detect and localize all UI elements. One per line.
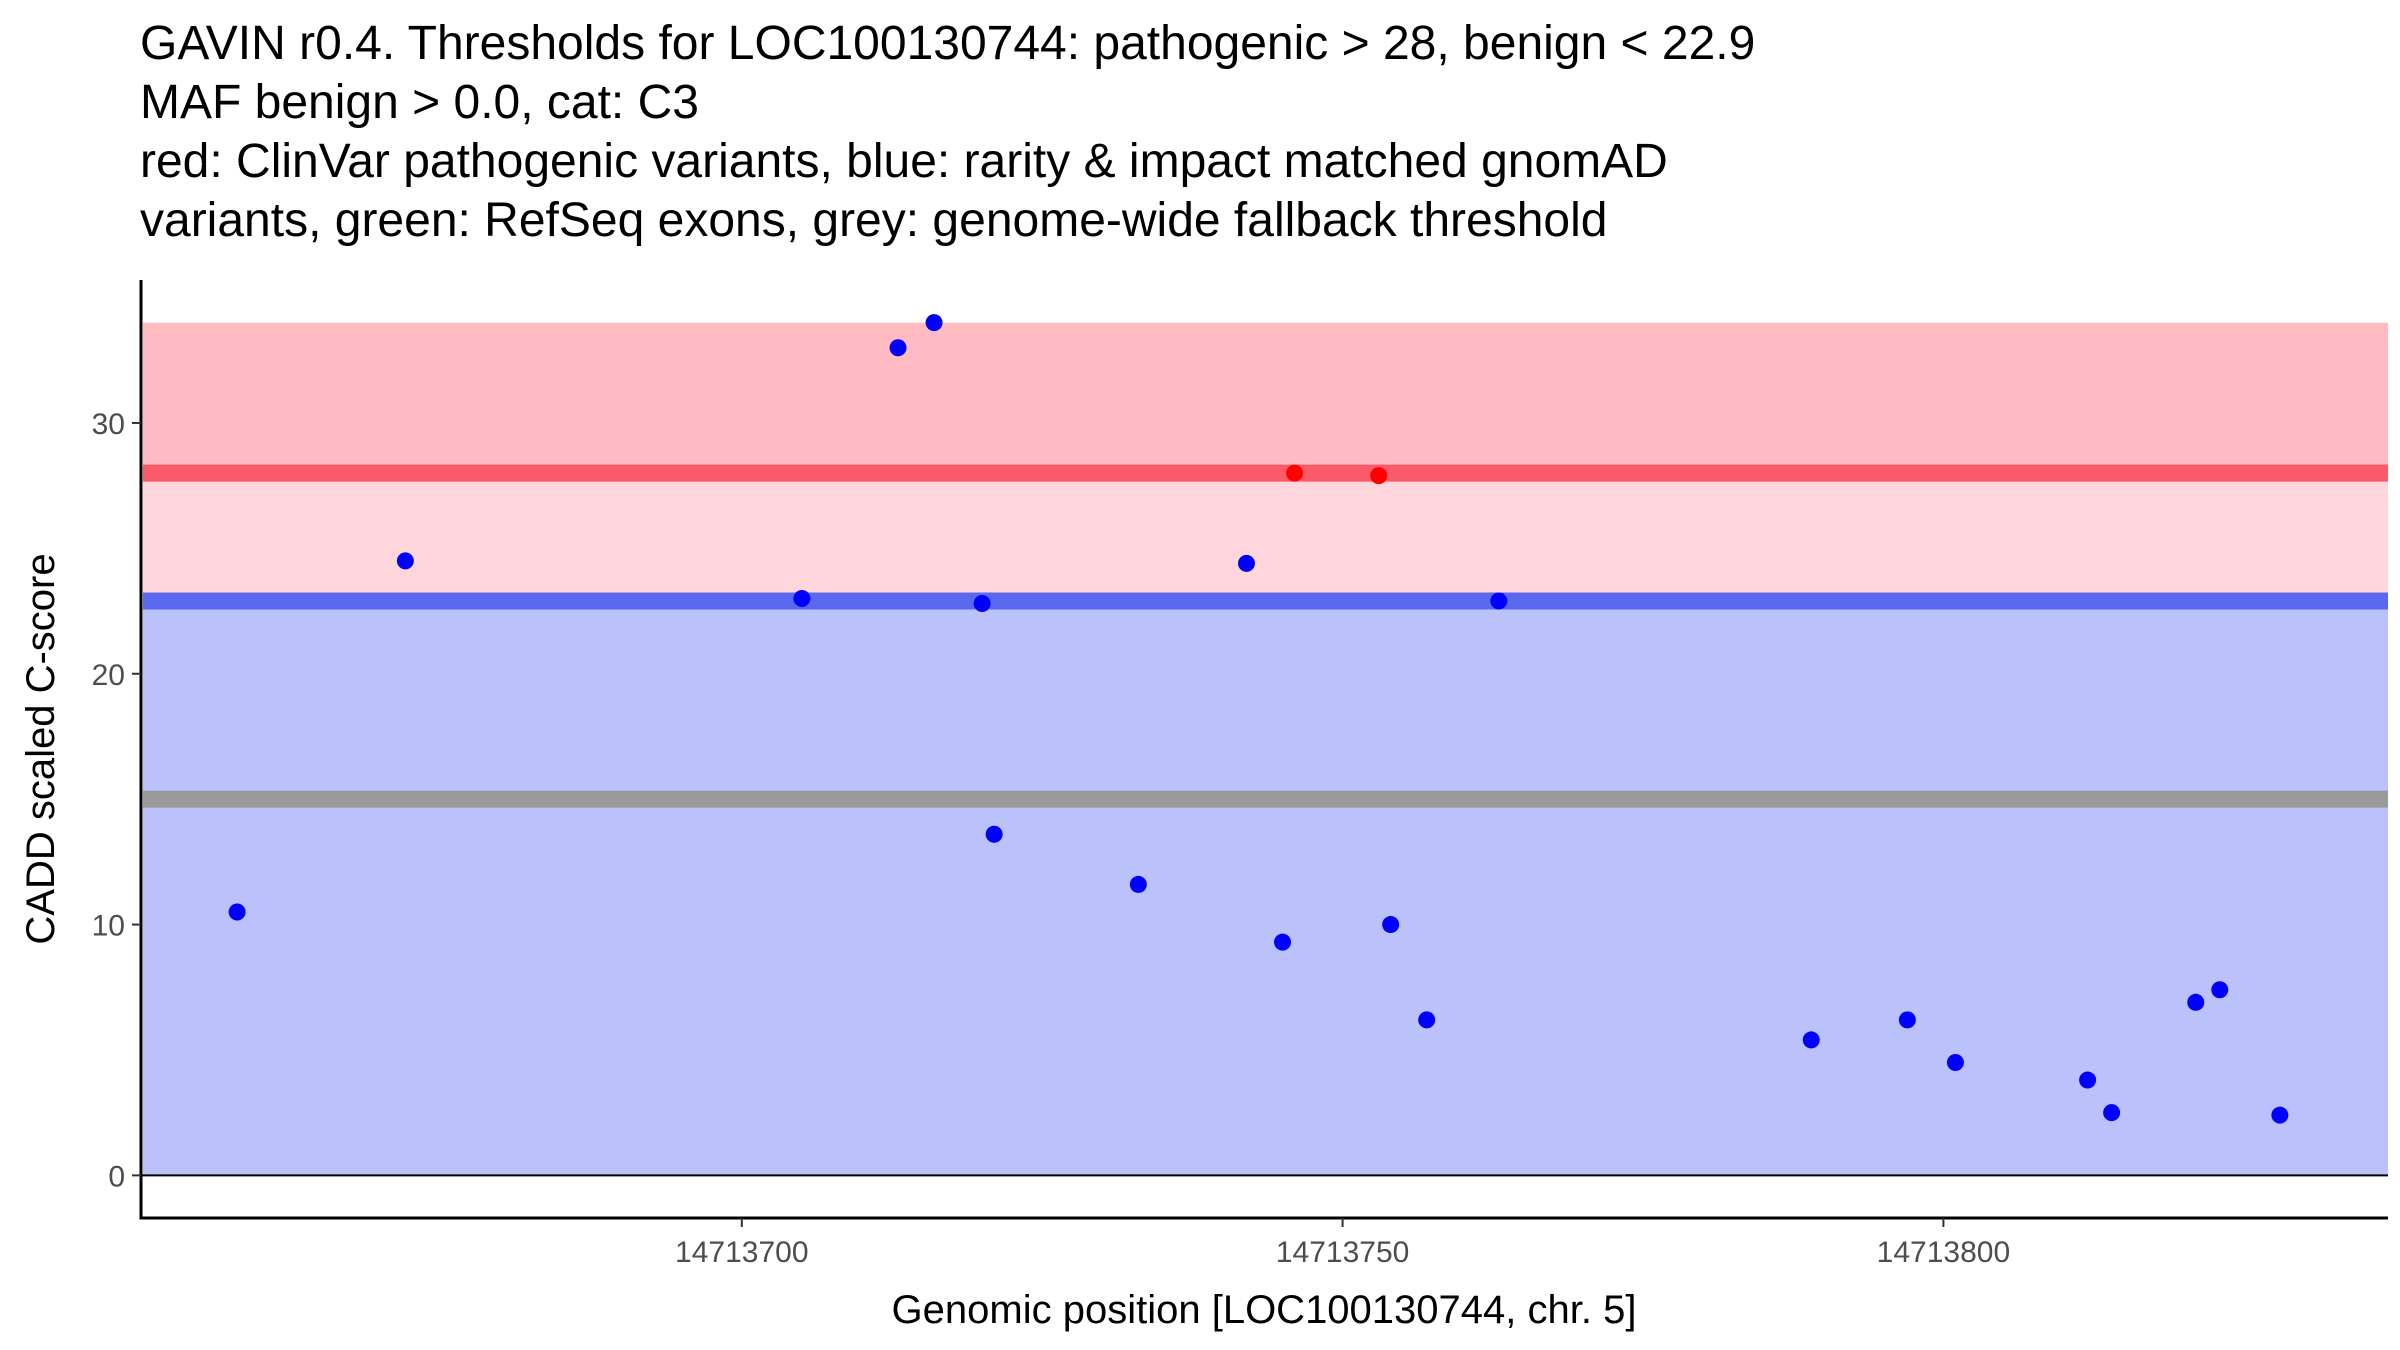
gnomad-point bbox=[1418, 1011, 1436, 1029]
gnomad-point bbox=[973, 595, 991, 613]
y-tick-label: 0 bbox=[108, 1160, 125, 1193]
gnomad-point bbox=[1237, 554, 1255, 572]
gnomad-point bbox=[228, 903, 246, 921]
gnomad-point bbox=[889, 339, 907, 357]
gnomad-point bbox=[1946, 1054, 1964, 1072]
x-tick-label: 14713800 bbox=[1877, 1236, 2010, 1269]
pathogenic-band-upper bbox=[143, 322, 2388, 474]
title-line-4: variants, green: RefSeq exons, grey: gen… bbox=[140, 194, 1608, 247]
pathogenic-band-lower bbox=[143, 473, 2388, 602]
title-line-2: MAF benign > 0.0, cat: C3 bbox=[140, 76, 699, 129]
x-tick-label: 14713700 bbox=[675, 1236, 808, 1269]
chart-title: GAVIN r0.4. Thresholds for LOC100130744:… bbox=[140, 14, 1755, 250]
gnomad-point bbox=[396, 552, 414, 570]
gnomad-point bbox=[2211, 981, 2229, 999]
clinvar-pathogenic-point bbox=[1286, 464, 1304, 482]
benign-band bbox=[143, 601, 2388, 1176]
gnomad-point bbox=[2103, 1104, 2121, 1122]
gnomad-point bbox=[1802, 1031, 1820, 1049]
title-line-1: GAVIN r0.4. Thresholds for LOC100130744:… bbox=[140, 17, 1756, 70]
y-tick-label: 30 bbox=[92, 408, 125, 441]
gnomad-point bbox=[2187, 993, 2205, 1011]
x-axis-ticks: 14713700 14713750 14713800 bbox=[675, 1218, 2010, 1269]
gnomad-point bbox=[1382, 916, 1400, 934]
y-tick-label: 20 bbox=[92, 659, 125, 692]
gnomad-point bbox=[2271, 1106, 2289, 1124]
gnomad-point bbox=[925, 314, 943, 332]
x-tick-label: 14713750 bbox=[1276, 1236, 1409, 1269]
gnomad-point bbox=[793, 590, 811, 608]
gnomad-point bbox=[985, 825, 1003, 843]
gnomad-point bbox=[1129, 875, 1147, 893]
threshold-bands bbox=[143, 322, 2388, 1176]
gnomad-point bbox=[2079, 1071, 2097, 1089]
y-tick-label: 10 bbox=[92, 910, 125, 943]
gnomad-point bbox=[1274, 933, 1292, 951]
x-axis-title: Genomic position [LOC100130744, chr. 5] bbox=[892, 1288, 1637, 1332]
data-points bbox=[228, 314, 2289, 1124]
gnomad-point bbox=[1490, 592, 1508, 610]
threshold-lines bbox=[143, 464, 2388, 808]
clinvar-pathogenic-point bbox=[1370, 467, 1388, 485]
title-line-3: red: ClinVar pathogenic variants, blue: … bbox=[140, 135, 1668, 188]
axes bbox=[139, 280, 2388, 1220]
y-axis-ticks: 0 10 20 30 bbox=[92, 408, 141, 1193]
gnomad-point bbox=[1898, 1011, 1916, 1029]
y-axis-title: CADD scaled C-score bbox=[19, 553, 63, 944]
